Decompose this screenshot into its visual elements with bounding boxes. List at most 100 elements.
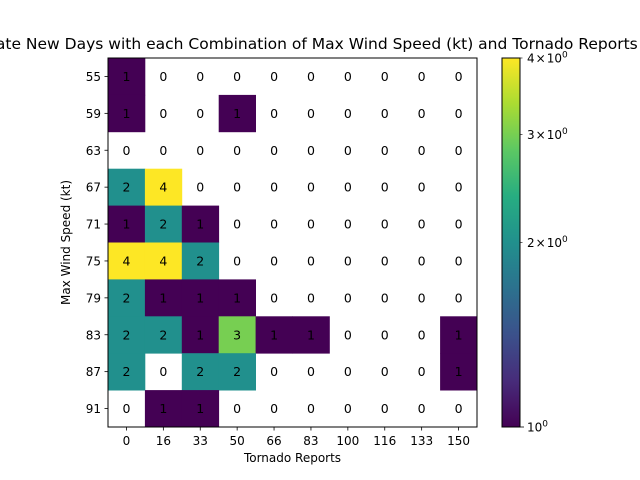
cell-value-label: 0 bbox=[418, 143, 426, 158]
y-tick-label: 63 bbox=[86, 144, 101, 158]
heatmap-cell bbox=[144, 279, 183, 317]
heatmap-cell bbox=[181, 390, 220, 428]
cell-value-label: 1 bbox=[159, 290, 167, 305]
cell-value-label: 0 bbox=[270, 217, 278, 232]
heatmap-cell bbox=[255, 316, 293, 354]
cell-value-label: 0 bbox=[418, 290, 426, 305]
cell-value-label: 0 bbox=[270, 364, 278, 379]
x-tick-label: 83 bbox=[303, 434, 318, 448]
cell-value-label: 1 bbox=[233, 290, 241, 305]
x-tick-label: 150 bbox=[447, 434, 470, 448]
x-tick-label: 133 bbox=[410, 434, 433, 448]
cell-value-label: 0 bbox=[270, 401, 278, 416]
cell-value-label: 2 bbox=[159, 327, 167, 342]
y-tick-label: 79 bbox=[86, 291, 101, 305]
cell-value-label: 0 bbox=[418, 69, 426, 84]
heatmap-cell bbox=[144, 168, 183, 206]
cell-value-label: 0 bbox=[455, 253, 463, 268]
x-tick-label: 116 bbox=[373, 434, 396, 448]
cell-value-label: 0 bbox=[381, 401, 389, 416]
x-tick-label: 0 bbox=[123, 434, 131, 448]
colorbar-tick-label: 2×100 bbox=[527, 235, 568, 250]
y-tick-label: 91 bbox=[86, 402, 101, 416]
cell-value-label: 0 bbox=[344, 180, 352, 195]
x-tick-label: 16 bbox=[156, 434, 171, 448]
cell-value-label: 1 bbox=[196, 290, 204, 305]
x-tick-label: 50 bbox=[230, 434, 245, 448]
cell-value-label: 0 bbox=[381, 253, 389, 268]
y-tick-label: 59 bbox=[86, 107, 101, 121]
cell-value-label: 2 bbox=[122, 364, 130, 379]
heatmap-cell bbox=[144, 205, 183, 243]
x-axis-label: Tornado Reports bbox=[243, 451, 341, 465]
cell-value-label: 0 bbox=[381, 217, 389, 232]
heatmap-cell bbox=[144, 316, 183, 354]
cell-value-label: 0 bbox=[381, 106, 389, 121]
cell-value-label: 0 bbox=[344, 106, 352, 121]
x-tick-label: 66 bbox=[266, 434, 281, 448]
cell-value-label: 0 bbox=[196, 180, 204, 195]
cell-value-label: 0 bbox=[159, 106, 167, 121]
cell-value-label: 1 bbox=[122, 69, 130, 84]
cell-value-label: 0 bbox=[307, 106, 315, 121]
heatmap-cell bbox=[108, 279, 146, 317]
heatmap-cell bbox=[181, 205, 220, 243]
cell-value-label: 1 bbox=[455, 364, 463, 379]
cell-value-label: 0 bbox=[307, 217, 315, 232]
y-tick-label: 71 bbox=[86, 218, 101, 232]
cell-value-label: 0 bbox=[307, 290, 315, 305]
heatmap-cell bbox=[181, 279, 220, 317]
cell-value-label: 0 bbox=[233, 69, 241, 84]
y-tick-label: 75 bbox=[86, 254, 101, 268]
cell-value-label: 0 bbox=[381, 180, 389, 195]
cell-value-label: 0 bbox=[418, 401, 426, 416]
cell-value-label: 0 bbox=[344, 290, 352, 305]
cell-value-label: 4 bbox=[159, 253, 167, 268]
cell-value-label: 2 bbox=[233, 364, 241, 379]
cell-value-label: 4 bbox=[159, 180, 167, 195]
cell-value-label: 0 bbox=[344, 217, 352, 232]
cell-value-label: 2 bbox=[159, 217, 167, 232]
cell-value-label: 0 bbox=[270, 253, 278, 268]
y-axis-label: Max Wind Speed (kt) bbox=[59, 180, 73, 305]
cell-value-label: 0 bbox=[307, 180, 315, 195]
colorbar-tick-label: 3×100 bbox=[527, 127, 568, 142]
heatmap-cell bbox=[181, 353, 220, 391]
cell-value-label: 2 bbox=[122, 327, 130, 342]
heatmap-cell bbox=[108, 353, 146, 391]
cell-value-label: 0 bbox=[418, 106, 426, 121]
cell-value-label: 0 bbox=[381, 69, 389, 84]
cell-value-label: 0 bbox=[455, 143, 463, 158]
cell-value-label: 0 bbox=[233, 217, 241, 232]
cell-value-label: 0 bbox=[418, 217, 426, 232]
cell-value-label: 0 bbox=[233, 253, 241, 268]
cell-value-label: 0 bbox=[418, 253, 426, 268]
cell-value-label: 0 bbox=[270, 143, 278, 158]
heatmap-cell bbox=[181, 316, 220, 354]
cell-value-label: 2 bbox=[196, 253, 204, 268]
cell-value-label: 0 bbox=[233, 401, 241, 416]
y-tick-label: 67 bbox=[86, 181, 101, 195]
colorbar bbox=[501, 57, 521, 428]
cell-value-label: 1 bbox=[270, 327, 278, 342]
heatmap-cell bbox=[218, 279, 256, 317]
heatmap-cell bbox=[440, 353, 478, 391]
chart-title: Moderate New Days with each Combination … bbox=[0, 35, 638, 53]
heatmap-cell bbox=[108, 316, 146, 354]
colorbar-tick-label: 4×100 bbox=[527, 51, 568, 66]
cell-value-label: 0 bbox=[270, 106, 278, 121]
cell-value-label: 0 bbox=[344, 69, 352, 84]
cell-value-label: 0 bbox=[270, 180, 278, 195]
y-tick-label: 83 bbox=[86, 328, 101, 342]
cell-value-label: 0 bbox=[344, 364, 352, 379]
cell-value-label: 0 bbox=[196, 143, 204, 158]
cell-value-label: 1 bbox=[122, 106, 130, 121]
cell-value-label: 0 bbox=[381, 290, 389, 305]
cell-value-label: 0 bbox=[381, 143, 389, 158]
cell-value-label: 0 bbox=[344, 253, 352, 268]
cell-value-label: 0 bbox=[159, 69, 167, 84]
cell-value-label: 0 bbox=[122, 143, 130, 158]
cell-value-label: 2 bbox=[122, 180, 130, 195]
cell-value-label: 0 bbox=[307, 253, 315, 268]
